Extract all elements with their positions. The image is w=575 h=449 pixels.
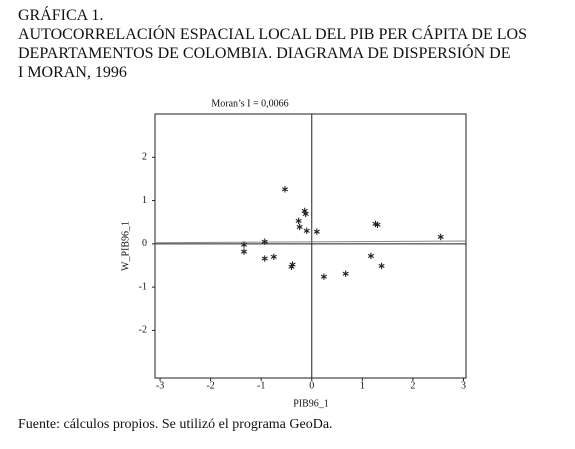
x-tick-label: 1	[360, 380, 365, 391]
point	[367, 252, 374, 260]
y-axis-label: W_PIB96_1	[120, 221, 131, 271]
y-tick-label: 2	[142, 152, 147, 163]
point	[374, 221, 381, 228]
point	[270, 253, 277, 261]
point	[261, 255, 268, 262]
x-axis-label: PIB96_1	[293, 398, 329, 409]
x-tick-label: -3	[156, 380, 164, 391]
title-line: I MORAN, 1996	[18, 64, 127, 81]
point	[295, 217, 302, 225]
point	[313, 228, 320, 235]
point	[302, 210, 309, 218]
regression-line	[154, 240, 467, 244]
x-tick-label: -2	[206, 380, 214, 391]
point	[296, 223, 303, 231]
x-tick-label: 3	[461, 380, 466, 391]
point	[240, 248, 248, 255]
y-tick-label: 0	[142, 238, 147, 249]
point	[437, 233, 444, 241]
x-tick-label: 2	[410, 380, 415, 391]
point	[281, 186, 289, 193]
x-tick-label: -1	[257, 380, 265, 391]
title-line: AUTOCORRELACIÓN ESPACIAL LOCAL DEL PIB P…	[18, 26, 527, 43]
point	[378, 262, 385, 270]
point	[320, 273, 327, 280]
source-note: Fuente: cálculos propios. Se utilizó el …	[18, 417, 333, 432]
point	[240, 241, 248, 248]
y-tick-label: -1	[139, 281, 147, 292]
chart-subtitle: Moran’s I = 0,0066	[211, 98, 288, 109]
title-line: DEPARTAMENTOS DE COLOMBIA. DIAGRAMA DE D…	[18, 45, 511, 62]
point	[342, 270, 349, 277]
x-tick-label: 0	[309, 380, 314, 391]
point	[303, 227, 310, 235]
point	[288, 263, 295, 270]
plot-frame	[154, 113, 467, 379]
figure-label: GRÁFICA 1.	[18, 7, 104, 24]
y-tick-label: 1	[142, 195, 147, 206]
point	[261, 238, 268, 245]
y-tick-label: -2	[139, 325, 147, 336]
